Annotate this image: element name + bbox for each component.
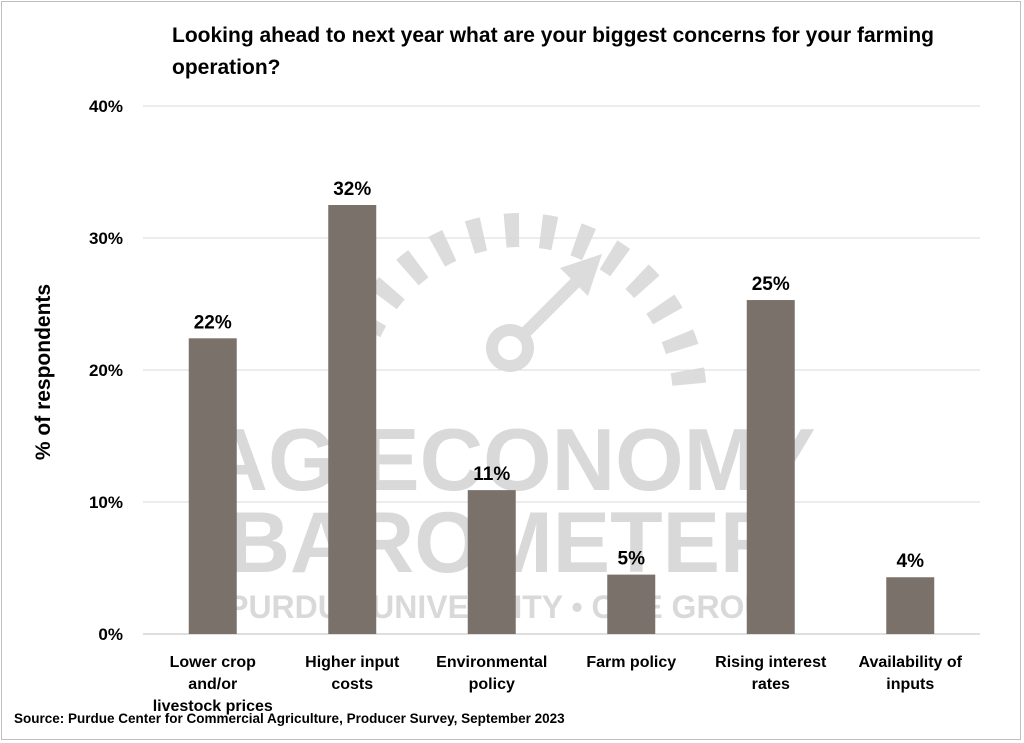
x-tick-label: Lower crop and/or livestock prices	[153, 654, 273, 715]
watermark-logo: AG ECONOMY BAROMETER PURDUE UNIVERSITY •…	[204, 213, 816, 625]
x-tick-label-line: Availability of	[859, 654, 963, 671]
x-tick-label: Availability of inputs	[859, 654, 963, 693]
y-tick-label: 20%	[89, 361, 123, 380]
bar	[886, 577, 935, 634]
bar	[188, 338, 237, 634]
x-tick-label-line: Higher input	[305, 654, 400, 671]
gauge-dial-icon	[333, 213, 707, 401]
x-tick-label: Rising interest rates	[715, 654, 827, 693]
y-tick-label: 0%	[98, 625, 123, 644]
x-tick-label-line: rates	[752, 676, 790, 693]
bar	[328, 205, 377, 634]
y-tick-label: 30%	[89, 229, 123, 248]
data-label: 4%	[897, 551, 925, 572]
data-label: 5%	[618, 549, 646, 570]
x-tick-label-line: Rising interest	[715, 654, 827, 671]
x-tick-label-line: policy	[469, 676, 515, 693]
source-note: Source: Purdue Center for Commercial Agr…	[14, 711, 565, 726]
data-label: 22%	[194, 312, 232, 333]
y-tick-label: 10%	[89, 493, 123, 512]
chart-title: Looking ahead to next year what are your…	[172, 24, 934, 79]
x-tick-label: Higher input costs	[305, 654, 400, 693]
x-tick-label-line: Farm policy	[586, 654, 676, 671]
x-tick-label-line: and/or	[188, 676, 237, 693]
data-label: 25%	[752, 274, 790, 295]
x-tick-label-line: Lower crop	[170, 654, 256, 671]
y-axis-label: % of respondents	[32, 283, 55, 461]
bar	[746, 300, 795, 634]
x-tick-label-line: livestock prices	[153, 698, 273, 715]
x-tick-label-line: inputs	[886, 676, 934, 693]
x-tick-label: Environmental policy	[436, 654, 547, 693]
x-tick-label-line: costs	[331, 676, 373, 693]
data-label: 32%	[333, 179, 371, 200]
x-tick-label-line: Environmental	[436, 654, 547, 671]
x-tick-label: Farm policy	[586, 654, 676, 671]
bar	[607, 574, 656, 634]
y-tick-label: 40%	[89, 97, 123, 116]
bar	[467, 490, 516, 634]
data-label: 11%	[473, 464, 510, 485]
